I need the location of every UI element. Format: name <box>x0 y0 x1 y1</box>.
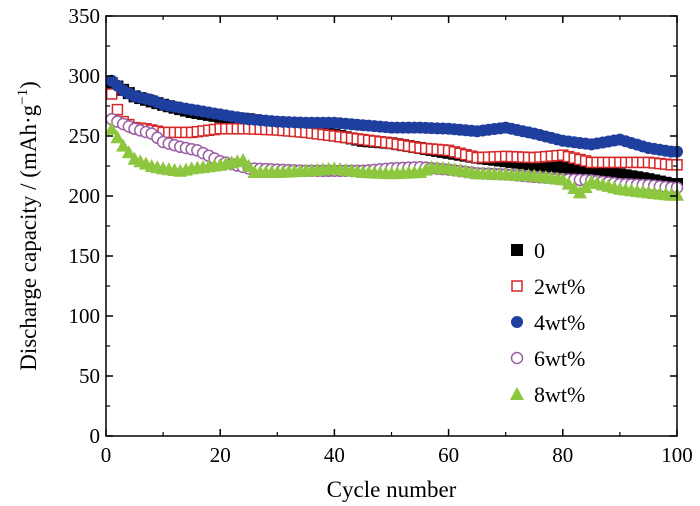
legend-marker-0 <box>511 244 523 256</box>
y-tick-label: 100 <box>69 304 101 328</box>
legend-marker-6wt% <box>510 351 524 365</box>
legend: 0 2wt% 4wt% 6wt% 8wt% <box>510 238 585 407</box>
x-axis-title: Cycle number <box>327 477 457 502</box>
y-tick-label: 50 <box>79 364 100 388</box>
data-point <box>110 130 125 144</box>
data-point <box>111 103 124 116</box>
x-tick-label: 60 <box>438 443 459 467</box>
data-point <box>236 153 251 166</box>
y-tick-label: 350 <box>69 4 101 28</box>
x-tick-label: 100 <box>661 443 693 467</box>
legend-label: 8wt% <box>534 382 585 407</box>
legend-label: 4wt% <box>534 310 585 335</box>
x-tick-label: 20 <box>210 443 231 467</box>
y-tick-label: 150 <box>69 244 101 268</box>
y-tick-label: 200 <box>69 184 101 208</box>
legend-label: 0 <box>534 238 545 263</box>
y-tick-label: 0 <box>90 424 101 448</box>
legend-marker-2wt% <box>511 280 523 292</box>
legend-label: 6wt% <box>534 346 585 371</box>
plot-frame <box>105 15 678 437</box>
y-axis-title-unit-superscript: −1 <box>15 89 31 105</box>
axes: 0 20 40 60 80 100 0 50 100 150 200 250 300 350 <box>69 4 693 467</box>
data-layer <box>104 74 684 201</box>
x-tick-label: 40 <box>324 443 345 467</box>
data-point <box>241 159 256 172</box>
x-tick-label: 0 <box>101 443 112 467</box>
y-tick-label: 300 <box>69 64 101 88</box>
series-8wt% <box>104 121 684 201</box>
legend-marker-8wt% <box>510 387 524 400</box>
series-4wt% <box>105 74 683 158</box>
y-axis-title-close: ) <box>16 81 41 89</box>
data-point <box>121 145 136 159</box>
y-tick-label: 250 <box>69 124 101 148</box>
y-axis-title-main: Discharge capacity / (mAh·g <box>16 104 41 370</box>
legend-label: 2wt% <box>534 274 585 299</box>
x-tick-label: 80 <box>552 443 573 467</box>
data-point <box>104 121 119 135</box>
y-axis-title: Discharge capacity / (mAh·g−1) <box>15 81 41 371</box>
series-2wt% <box>105 88 683 171</box>
data-point <box>116 138 131 152</box>
legend-marker-4wt% <box>511 316 523 328</box>
